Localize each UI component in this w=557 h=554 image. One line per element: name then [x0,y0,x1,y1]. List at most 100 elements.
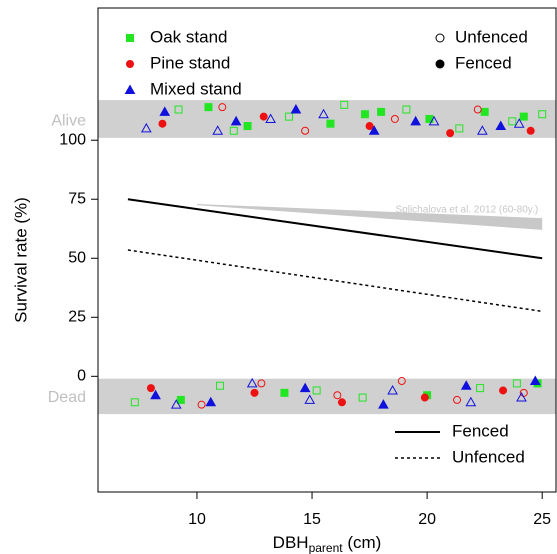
point [230,115,242,126]
point [358,393,367,402]
point [513,118,525,128]
legend-marker [124,84,136,94]
point [218,103,227,112]
point [146,384,155,393]
point [378,399,389,409]
point [170,399,182,409]
point [205,396,217,407]
legend-label: Pine stand [150,53,230,72]
point [333,391,342,400]
legend-label: Fenced [455,53,512,72]
plot-frame [97,7,557,493]
point [337,398,346,407]
x-axis-label-unit: (cm) [343,533,382,552]
legend-label: Unfenced [455,27,528,46]
x-axis-label: DBHparent (cm) [273,533,382,554]
point [377,107,386,116]
point [420,393,429,402]
point [526,126,535,135]
point [476,125,488,135]
point [529,375,541,386]
point [402,105,411,114]
point [215,381,224,390]
legend-label: Mixed stand [150,79,242,98]
legend-marker [435,33,445,43]
point [212,125,224,135]
point [140,122,152,133]
x-tick-label: 25 [533,511,551,528]
x-tick-label: 10 [188,511,206,528]
point [159,106,171,116]
x-axis-label-sub: parent [309,541,344,554]
point [176,395,185,404]
point [326,119,335,128]
point [453,395,462,404]
legend-label: Oak stand [150,27,228,46]
point [455,124,464,133]
point [290,104,302,114]
point [301,126,310,135]
point [397,377,406,386]
point [360,110,369,119]
y-tick-label: 0 [77,368,86,385]
point [246,377,258,388]
point [508,117,517,126]
y-tick-label: 25 [68,309,86,326]
y-tick-label: 50 [68,249,86,266]
point [158,119,167,128]
point [410,115,421,126]
band [98,100,556,138]
legend-label: Fenced [452,421,509,440]
trend-line [127,198,543,260]
point [318,108,329,119]
point [495,120,507,131]
point [476,384,485,393]
point [516,392,527,402]
y-tick-label: 100 [59,131,86,148]
point [428,115,440,126]
x-tick-label: 15 [303,511,321,528]
y-axis-label: Survival rate (%) [11,197,30,323]
point [446,129,455,138]
point [197,400,206,409]
legend-marker [126,60,134,68]
legend-label: Unfenced [452,447,525,466]
point [365,122,374,131]
point [280,388,289,397]
point [519,112,528,121]
point [299,382,311,393]
point [130,398,139,407]
point [390,114,399,123]
point [257,379,266,388]
y-tick-label: 75 [68,190,86,207]
point [480,107,489,116]
trend-line [127,249,543,313]
point [499,386,508,395]
point [387,384,398,395]
point [174,105,183,114]
point [204,103,213,112]
category-label: Alive [51,113,86,130]
point [312,386,321,395]
point [340,100,349,109]
point [473,105,482,114]
point [304,394,316,404]
band [98,378,556,415]
point [243,122,252,131]
reference-label: Splichalova et al. 2012 (60-80y.) [396,205,539,216]
point [538,110,547,119]
point [259,112,268,121]
point [285,112,294,121]
point [265,113,276,123]
legend-marker [126,34,134,42]
point [368,125,380,135]
x-axis-label-main: DBH [273,533,309,552]
point [250,388,259,397]
reference-band [196,203,543,230]
point [465,396,477,407]
point [150,389,161,400]
point [460,380,472,390]
category-label: Dead [48,389,86,406]
point [512,379,521,388]
